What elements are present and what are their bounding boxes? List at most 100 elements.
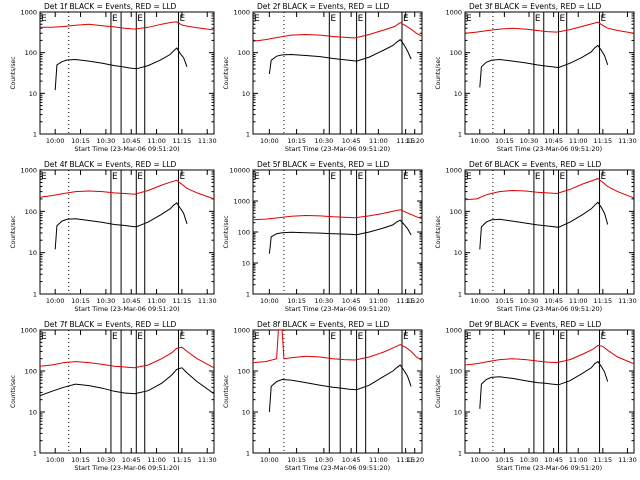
segment-flag: E <box>137 14 143 24</box>
x-tick-label: 10:45 <box>342 456 361 464</box>
events-series-line <box>54 202 188 250</box>
y-tick-label: 10 <box>242 90 250 98</box>
plot-frame <box>252 11 423 135</box>
y-tick-label: 10 <box>242 409 250 417</box>
y-tick-label: 100 <box>450 368 462 376</box>
x-tick-label: 10:30 <box>97 297 116 305</box>
x-axis-label: Start Time (23-Mar-06 09:51:20) <box>74 464 179 472</box>
x-tick-label: 11:30 <box>198 456 217 464</box>
y-tick-label: 1 <box>458 450 462 458</box>
x-tick-label: 10:15 <box>287 456 306 464</box>
x-tick-label: 11:15 <box>396 297 415 305</box>
lld-series-line <box>40 179 214 200</box>
y-tick-label: 1000 <box>445 167 462 175</box>
x-tick-label: 11:00 <box>147 297 166 305</box>
segment-flag: E <box>466 14 472 24</box>
segment-flag: E <box>535 332 541 342</box>
events-series-line <box>268 219 412 254</box>
x-tick-label: 11:15 <box>396 137 415 145</box>
y-tick-label: 100 <box>238 49 250 57</box>
x-tick-label: 11:30 <box>618 137 637 145</box>
y-tick-label: 10 <box>29 409 37 417</box>
y-tick-label: 100 <box>25 368 37 376</box>
segment-flag: E <box>180 172 186 182</box>
y-tick-label: 1000 <box>233 9 250 17</box>
segment-flag: E <box>560 172 566 182</box>
y-tick-label: 1 <box>458 291 462 299</box>
events-series-line <box>479 44 609 88</box>
x-axis-label: Start Time (23-Mar-06 09:51:20) <box>285 464 390 472</box>
x-tick-label: 10:00 <box>46 297 65 305</box>
plot-frame <box>464 169 635 295</box>
segment-flag: E <box>601 14 607 24</box>
y-axis-label: Counts/sec <box>10 56 17 89</box>
segment-flag: E <box>41 14 47 24</box>
x-tick-label: 10:45 <box>122 137 141 145</box>
plot-frame <box>464 11 635 135</box>
y-tick-label: 10 <box>29 249 37 257</box>
y-tick-label: 100 <box>238 229 250 237</box>
x-tick-label: 11:00 <box>147 456 166 464</box>
segment-flag: E <box>560 332 566 342</box>
x-axis-label: Start Time (23-Mar-06 09:51:20) <box>74 305 179 313</box>
x-axis-label: Start Time (23-Mar-06 09:51:20) <box>497 464 602 472</box>
plot-frame <box>39 329 215 454</box>
y-axis-label: Counts/sec <box>223 215 230 248</box>
detector-panel: Det 6f BLACK = Events, RED = LLD 1 10 100 10… <box>435 160 637 313</box>
x-tick-label: 11:00 <box>569 137 588 145</box>
x-tick-label: 10:15 <box>495 137 514 145</box>
y-tick-label: 10 <box>454 409 462 417</box>
segment-flag: E <box>535 172 541 182</box>
segment-flag: E <box>112 172 118 182</box>
x-tick-label: 11:15 <box>396 456 415 464</box>
panel-title: Det 8f BLACK = Events, RED = LLD <box>257 320 390 329</box>
x-tick-label: 10:00 <box>470 456 489 464</box>
lld-series-line <box>465 21 634 34</box>
lld-series-line <box>465 344 634 366</box>
detector-panel: Det 8f BLACK = Events, RED = LLD 1 10 100 10… <box>223 320 424 472</box>
y-tick-label: 1 <box>246 450 250 458</box>
detector-panel: Det 2f BLACK = Events, RED = LLD 1 10 100 10… <box>223 2 424 153</box>
x-tick-label: 11:30 <box>198 297 217 305</box>
panel-title: Det 1f BLACK = Events, RED = LLD <box>44 2 177 11</box>
segment-flag: E <box>535 14 541 24</box>
segment-flag: E <box>403 172 409 182</box>
panel-title: Det 3f BLACK = Events, RED = LLD <box>469 2 602 11</box>
segment-flag: E <box>330 14 336 24</box>
y-tick-label: 1 <box>246 291 250 299</box>
plot-frame <box>464 329 635 454</box>
x-tick-label: 11:20 <box>405 456 424 464</box>
x-axis-label: Start Time (23-Mar-06 09:51:20) <box>74 145 179 153</box>
segment-flag: E <box>254 14 260 24</box>
y-tick-label: 10 <box>454 90 462 98</box>
y-tick-label: 1 <box>33 131 37 139</box>
x-tick-label: 10:45 <box>342 137 361 145</box>
segment-flag: E <box>358 332 364 342</box>
segment-flag: E <box>41 172 47 182</box>
detector-panel: Det 4f BLACK = Events, RED = LLD 1 10 100 10… <box>10 160 217 313</box>
plot-frame <box>252 329 423 454</box>
x-tick-label: 10:45 <box>544 137 563 145</box>
y-tick-label: 1000 <box>233 198 250 206</box>
y-axis-label: Counts/sec <box>435 56 442 89</box>
y-tick-label: 10 <box>29 90 37 98</box>
x-tick-label: 11:15 <box>173 137 192 145</box>
detector-panel: Det 7f BLACK = Events, RED = LLD 1 10 100 10… <box>10 320 217 472</box>
events-series-line <box>479 201 609 250</box>
x-tick-label: 11:00 <box>147 137 166 145</box>
x-tick-label: 10:00 <box>46 137 65 145</box>
x-tick-label: 11:00 <box>369 137 388 145</box>
segment-flag: E <box>601 172 607 182</box>
x-tick-label: 10:15 <box>495 297 514 305</box>
x-tick-label: 10:15 <box>495 456 514 464</box>
y-axis-label: Counts/sec <box>10 215 17 248</box>
x-tick-label: 11:30 <box>198 137 217 145</box>
lld-series-line <box>40 21 214 31</box>
segment-flag: E <box>358 14 364 24</box>
x-tick-label: 10:15 <box>287 137 306 145</box>
segment-flag: E <box>403 332 409 342</box>
x-tick-label: 11:15 <box>173 297 192 305</box>
segment-flag: E <box>137 172 143 182</box>
x-tick-label: 11:15 <box>593 137 612 145</box>
x-tick-label: 10:00 <box>470 297 489 305</box>
